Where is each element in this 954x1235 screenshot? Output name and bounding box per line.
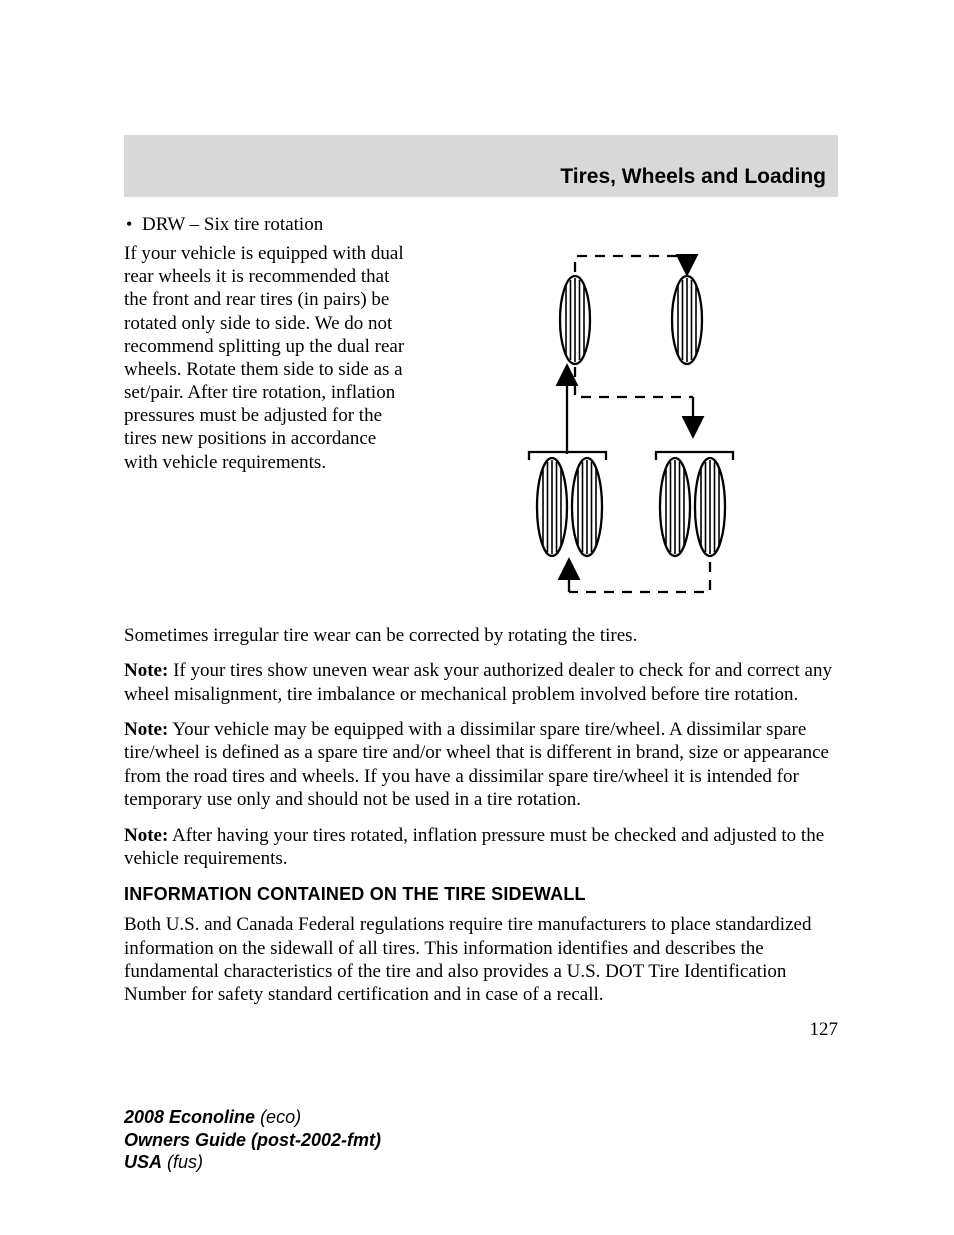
note-body: Your vehicle may be equipped with a diss… — [124, 719, 829, 810]
header-strip: Tires, Wheels and Loading — [124, 135, 838, 197]
footer-line-3: USA (fus) — [124, 1151, 624, 1174]
page-title: Tires, Wheels and Loading — [560, 165, 826, 189]
bullet-item: • DRW – Six tire rotation — [124, 214, 838, 236]
page-root: Tires, Wheels and Loading • DRW – Six ti… — [0, 0, 954, 1235]
paragraph-after-figure: Sometimes irregular tire wear can be cor… — [124, 624, 838, 647]
note-label: Note: — [124, 825, 168, 846]
note-label: Note: — [124, 660, 168, 681]
note-3: Note: After having your tires rotated, i… — [124, 824, 838, 871]
section-body: Both U.S. and Canada Federal regulations… — [124, 913, 838, 1006]
footer-line-2: Owners Guide (post-2002-fmt) — [124, 1129, 624, 1152]
page-num-row: 127 — [124, 1019, 838, 1049]
footer-model-code: (eco) — [255, 1107, 301, 1127]
note-label: Note: — [124, 719, 168, 740]
footer-region-code: (fus) — [162, 1152, 203, 1172]
content-area: • DRW – Six tire rotation If your vehicl… — [124, 214, 838, 1049]
footer-block: 2008 Econoline (eco) Owners Guide (post-… — [124, 1106, 624, 1174]
spacer — [124, 602, 838, 624]
note-body: If your tires show uneven wear ask your … — [124, 660, 832, 704]
note-2: Note: Your vehicle may be equipped with … — [124, 718, 838, 811]
note-body: After having your tires rotated, inflati… — [124, 825, 824, 869]
footer-region: USA — [124, 1152, 162, 1172]
footer-model: 2008 Econoline — [124, 1107, 255, 1127]
left-column: If your vehicle is equipped with dual re… — [124, 242, 424, 602]
tire-rotation-diagram — [501, 242, 761, 602]
page-number: 127 — [810, 1019, 839, 1041]
bullet-text: DRW – Six tire rotation — [142, 214, 323, 236]
bullet-glyph: • — [124, 215, 142, 233]
footer-line-1: 2008 Econoline (eco) — [124, 1106, 624, 1129]
section-heading: INFORMATION CONTAINED ON THE TIRE SIDEWA… — [124, 884, 838, 905]
intro-paragraph: If your vehicle is equipped with dual re… — [124, 242, 414, 474]
right-column — [424, 242, 838, 602]
note-1: Note: If your tires show uneven wear ask… — [124, 659, 838, 706]
two-column-row: If your vehicle is equipped with dual re… — [124, 242, 838, 602]
